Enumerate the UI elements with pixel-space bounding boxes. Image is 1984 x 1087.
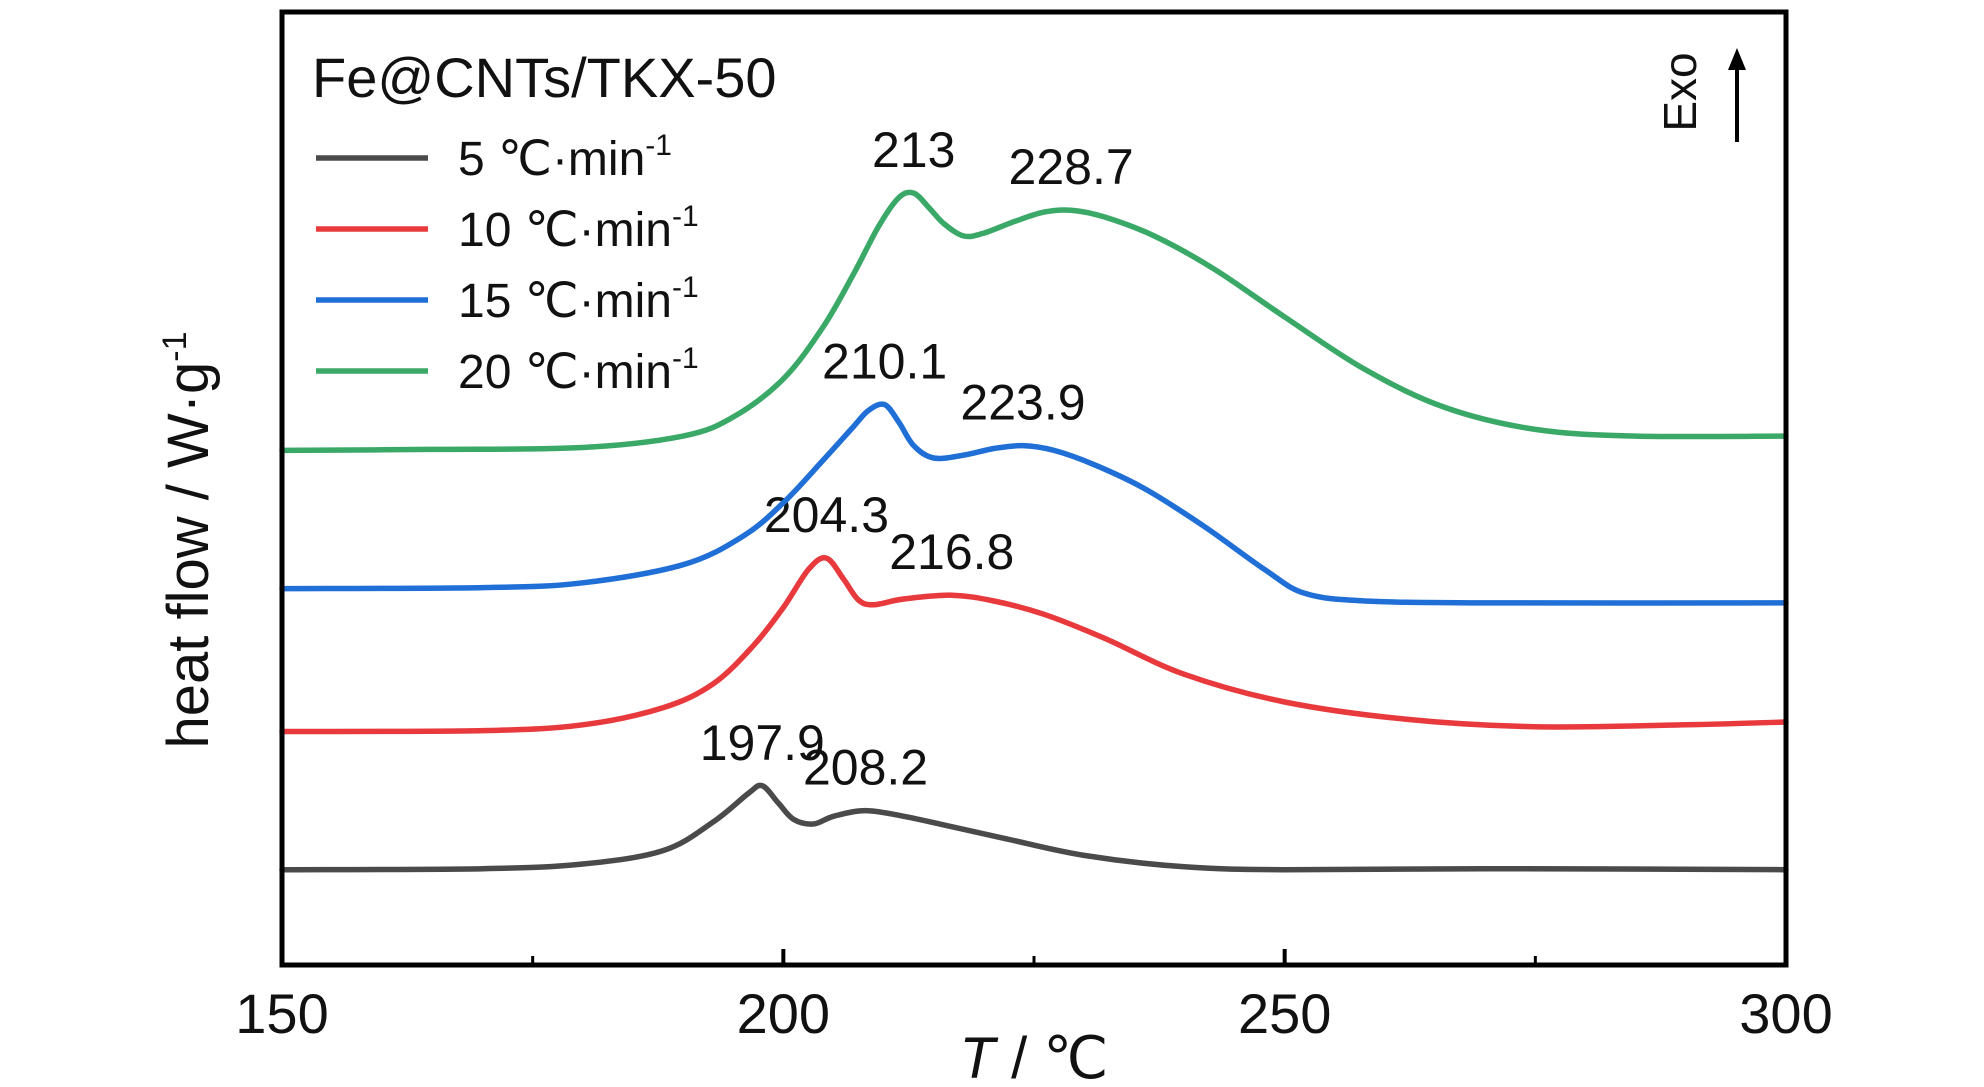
- x-axis-label-italic: T: [960, 1026, 999, 1087]
- peak-label-3-1: 210.1: [822, 334, 947, 390]
- peak-label-4-1: 213: [872, 122, 955, 178]
- x-axis-label-unit: / ℃: [995, 1026, 1108, 1087]
- x-tick-label: 150: [235, 982, 328, 1045]
- peak-label-2-2: 216.8: [889, 524, 1014, 580]
- series-line-3: [279, 401, 1789, 606]
- exo-indicator: Exo: [1654, 48, 1746, 142]
- legend-label-1: 5 ℃·min-1: [458, 129, 672, 186]
- chart-title: Fe@CNTs/TKX-50: [312, 46, 777, 109]
- series-line-1: [279, 782, 1789, 873]
- x-axis-ticks: 150 200 250 300: [235, 949, 1833, 1045]
- x-tick-label: 200: [737, 982, 830, 1045]
- legend-label-3: 15 ℃·min-1: [458, 271, 699, 328]
- x-tick-label: 250: [1238, 982, 1331, 1045]
- peak-label-3-2: 223.9: [960, 375, 1085, 431]
- legend: 5 ℃·min-1 10 ℃·min-1 15 ℃·min-1 20 ℃·min-1: [316, 129, 699, 399]
- legend-label-2: 10 ℃·min-1: [458, 200, 699, 257]
- series-line-2: [279, 555, 1789, 735]
- x-tick-label: 300: [1739, 982, 1832, 1045]
- x-axis-label: T / ℃: [960, 1026, 1109, 1087]
- peak-label-1-2: 208.2: [803, 740, 928, 796]
- y-axis-label-sup: -1: [156, 331, 194, 361]
- exo-label: Exo: [1654, 52, 1706, 131]
- y-axis-label-main: heat flow / W·g: [156, 362, 221, 749]
- series-line-4: [279, 189, 1789, 454]
- peak-label-1-1: 197.9: [700, 715, 825, 771]
- peak-label-2-1: 204.3: [764, 487, 889, 543]
- exo-arrowhead-icon: [1728, 48, 1746, 70]
- y-axis-label: heat flow / W·g-1: [156, 331, 221, 748]
- legend-label-4: 20 ℃·min-1: [458, 342, 699, 399]
- peak-label-4-2: 228.7: [1009, 139, 1134, 195]
